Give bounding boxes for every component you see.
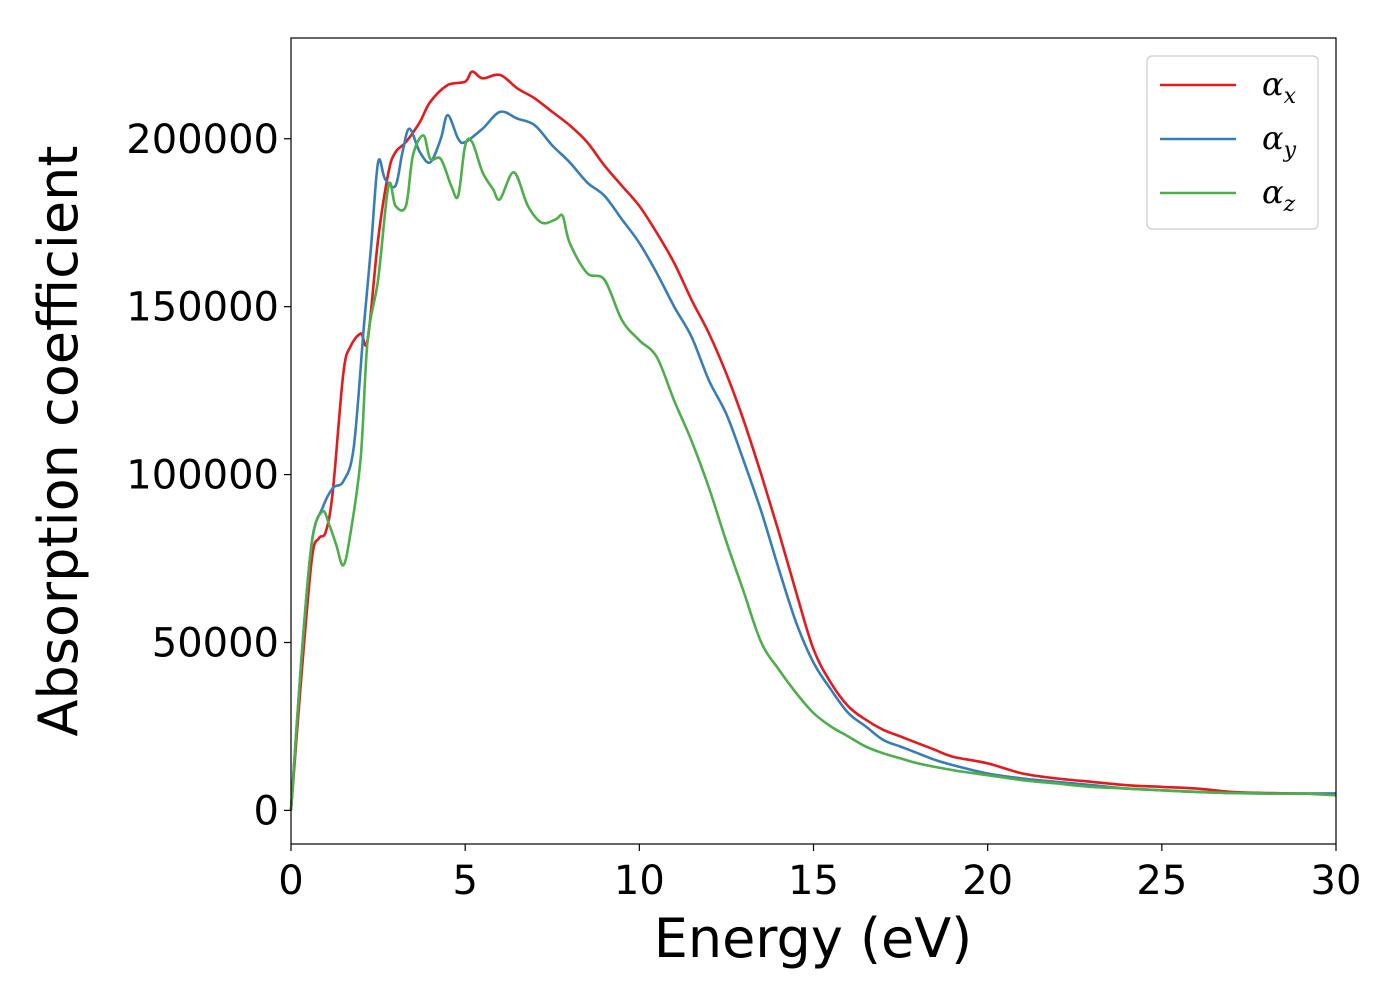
series-line-y [289,110,1336,811]
legend-label-x: αx [1262,65,1297,109]
legend-box [1146,55,1319,230]
y-axis: 0 50000 100000 150000 200000 [126,117,291,834]
y-tick-label: 100000 [126,453,279,499]
x-axis-label: Energy (eV) [654,907,973,970]
x-tick-label: 30 [1311,858,1362,904]
series-line-z [289,134,1337,811]
x-tick-label: 20 [962,858,1013,904]
legend-label-y: αy [1262,119,1297,163]
y-tick-label: 0 [254,788,279,834]
x-tick-label: 0 [278,858,303,904]
x-tick-label: 15 [788,858,839,904]
y-tick-label: 200000 [126,117,279,163]
y-tick-label: 50000 [152,621,279,667]
y-tick-label: 150000 [126,285,279,331]
x-tick-label: 5 [452,858,477,904]
x-axis: 0 5 10 15 20 25 30 [278,844,1361,904]
x-tick-label: 10 [614,858,665,904]
legend: αx αy αz [1146,55,1319,230]
y-axis-label: Absorption coefficient [27,146,90,737]
x-tick-label: 25 [1136,858,1187,904]
legend-label-z: αz [1262,173,1296,217]
series-layer [289,70,1337,811]
